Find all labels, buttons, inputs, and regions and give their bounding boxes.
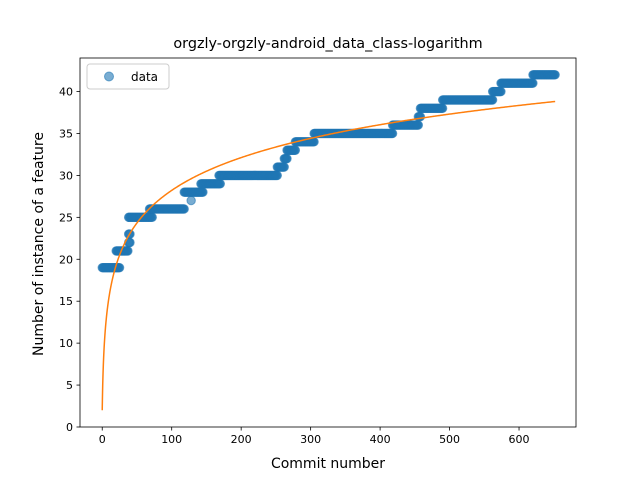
data-point xyxy=(496,86,506,97)
x-axis-label: Commit number xyxy=(271,456,385,472)
y-tick-label: 35 xyxy=(59,127,73,140)
data-point xyxy=(487,95,498,105)
y-tick-label: 0 xyxy=(66,421,73,434)
y-tick-label: 40 xyxy=(59,86,73,99)
x-tick-label: 200 xyxy=(231,433,252,446)
data-point xyxy=(186,195,196,206)
data-point xyxy=(179,204,189,214)
axes: 0 100 200 300 400 500 600 0 5 10 15 20 25 30 35 40 xyxy=(59,57,577,446)
legend-label-data: data xyxy=(131,70,158,84)
data-point xyxy=(290,145,301,155)
data-point xyxy=(123,246,133,256)
axes-frame xyxy=(79,57,577,428)
x-tick-label: 300 xyxy=(300,433,321,446)
legend: data xyxy=(86,63,170,90)
data-point xyxy=(415,112,426,122)
y-tick-label: 20 xyxy=(59,253,73,266)
data-point xyxy=(282,153,292,164)
data-point xyxy=(198,187,208,197)
y-tick-label: 10 xyxy=(59,337,73,350)
x-tick-label: 400 xyxy=(370,433,391,446)
data-point xyxy=(528,78,538,88)
plot-area xyxy=(97,70,560,411)
data-points xyxy=(97,70,560,273)
data-point xyxy=(279,162,289,172)
data-point xyxy=(387,128,398,139)
y-tick-label: 5 xyxy=(66,379,73,392)
legend-frame xyxy=(86,63,170,90)
x-tick-label: 500 xyxy=(439,433,460,446)
y-axis-label: Number of instance of a feature xyxy=(31,132,47,356)
fit-line xyxy=(101,100,556,411)
x-tick-label: 600 xyxy=(509,433,530,446)
y-tick-label: 25 xyxy=(59,211,73,224)
data-point xyxy=(413,120,424,130)
data-point xyxy=(437,103,448,114)
legend-marker xyxy=(104,71,114,82)
data-point xyxy=(550,70,560,80)
chart-title: orgzly-orgzly-android_data_class-logarit… xyxy=(173,36,482,52)
y-tick-label: 30 xyxy=(59,169,73,182)
x-tick-label: 0 xyxy=(99,433,106,446)
data-point xyxy=(272,170,282,181)
data-point xyxy=(215,179,226,189)
y-tick-label: 15 xyxy=(59,295,73,308)
data-point xyxy=(147,212,157,223)
x-tick-label: 100 xyxy=(161,433,182,446)
